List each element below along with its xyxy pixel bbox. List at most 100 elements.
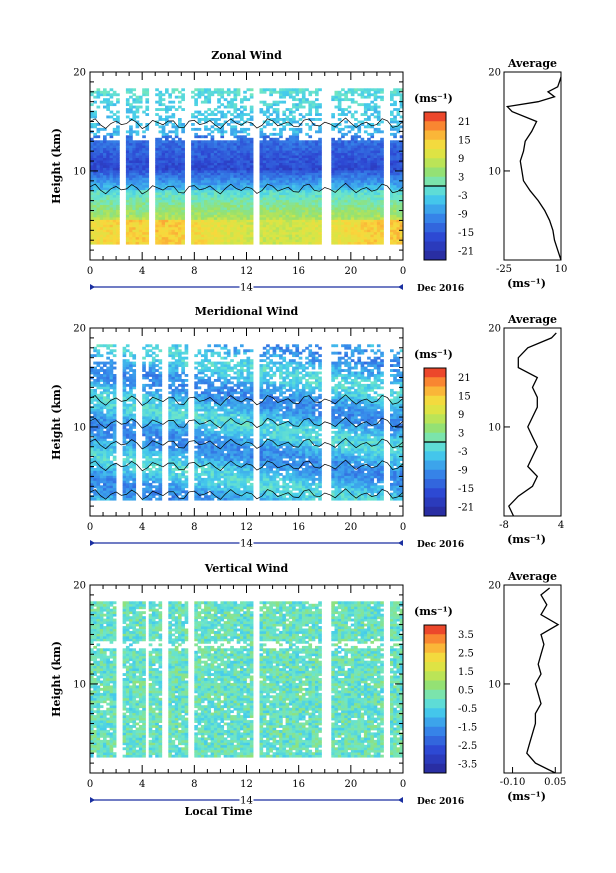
heatmap-cell (305, 182, 309, 186)
heatmap-cell (168, 135, 172, 139)
heatmap-cell (112, 174, 117, 178)
heatmap-cell (135, 192, 140, 196)
heatmap-cell (112, 458, 117, 461)
heatmap-cell (380, 239, 384, 243)
heatmap-cell (109, 142, 114, 146)
heatmap-cell (272, 212, 277, 215)
heatmap-cell (341, 113, 345, 116)
heatmap-cell (360, 113, 365, 116)
heatmap-cell (311, 229, 316, 233)
heatmap-cell (288, 157, 293, 161)
heatmap-cell (347, 165, 352, 168)
heatmap-cell (318, 105, 322, 109)
heatmap-cell (301, 224, 306, 228)
heatmap-cell (292, 118, 296, 121)
heatmap-cell (168, 229, 172, 233)
heatmap-cell (272, 150, 277, 154)
heatmap-cell (99, 383, 104, 387)
heatmap-cell (292, 229, 296, 233)
heatmap-cell (282, 152, 287, 156)
heatmap-cell (380, 137, 384, 141)
heatmap-cell (99, 453, 104, 457)
heatmap-cell (109, 170, 114, 173)
heatmap-cell (399, 184, 404, 188)
heatmap-cell (380, 221, 384, 225)
heatmap-cell (168, 155, 172, 158)
heatmap-cell (106, 212, 110, 215)
heatmap-cell (204, 125, 208, 129)
heatmap-cell (347, 231, 352, 235)
heatmap-cell (103, 231, 107, 235)
heatmap-cell (393, 179, 397, 183)
heatmap-cell (191, 127, 195, 131)
heatmap-cell (93, 174, 97, 178)
heatmap-cell (233, 179, 238, 183)
heatmap-cell (197, 155, 202, 158)
heatmap-cell (194, 127, 198, 131)
heatmap-cell (109, 411, 114, 414)
heatmap-cell (129, 182, 133, 186)
heatmap-cell (109, 147, 114, 151)
heatmap-cell (233, 155, 238, 158)
heatmap-cell (226, 167, 231, 171)
heatmap-cell (99, 236, 104, 240)
heatmap-cell (367, 229, 371, 233)
heatmap-cell (376, 177, 381, 181)
heatmap-cell (262, 172, 267, 176)
heatmap-cell (350, 189, 355, 193)
heatmap-cell (393, 182, 397, 186)
heatmap-cell (217, 93, 221, 97)
heatmap-cell (373, 209, 378, 213)
heatmap-cell (292, 152, 296, 156)
heatmap-cell (181, 197, 185, 201)
heatmap-cell (344, 194, 348, 198)
heatmap-cell (90, 204, 94, 208)
heatmap-cell (93, 468, 97, 471)
heatmap-cell (168, 239, 172, 243)
heatmap-cell (132, 226, 137, 230)
heatmap-cell (285, 179, 290, 183)
x-tick-label: 0 (400, 266, 406, 277)
heatmap-cell (145, 165, 150, 168)
heatmap-cell (334, 95, 339, 99)
heatmap-cell (90, 438, 94, 442)
heatmap-cell (106, 383, 110, 387)
heatmap-cell (103, 147, 107, 151)
heatmap-cell (390, 236, 394, 240)
heatmap-cell (396, 130, 401, 134)
heatmap-cell (259, 152, 264, 156)
heatmap-cell (350, 167, 355, 171)
heatmap-cell (99, 386, 104, 390)
heatmap-cell (178, 157, 182, 161)
heatmap-cell (357, 160, 362, 163)
heatmap-cell (331, 140, 335, 144)
heatmap-cell (262, 226, 267, 230)
heatmap-cell (334, 197, 339, 201)
heatmap-cell (135, 95, 140, 99)
heatmap-cell (288, 219, 293, 223)
heatmap-cell (129, 207, 133, 210)
heatmap-cell (344, 226, 348, 230)
heatmap-cell (376, 229, 381, 233)
heatmap-cell (357, 192, 362, 196)
heatmap-cell (200, 192, 205, 196)
heatmap-cell (125, 202, 130, 205)
heatmap-cell (210, 221, 215, 225)
heatmap-cell (233, 184, 238, 188)
heatmap-cell (116, 172, 120, 176)
heatmap-cell (331, 152, 335, 156)
heatmap-cell (145, 197, 150, 201)
heatmap-cell (249, 234, 254, 238)
heatmap-cell (145, 194, 150, 198)
heatmap-cell (272, 202, 277, 205)
heatmap-cell (217, 229, 221, 233)
heatmap-cell (197, 239, 202, 243)
heatmap-cell (165, 219, 169, 223)
heatmap-cell (282, 207, 287, 210)
heatmap-cell (230, 221, 234, 225)
heatmap-cell (96, 155, 101, 158)
heatmap-cell (125, 165, 130, 168)
heatmap-cell (125, 239, 130, 243)
heatmap-cell (262, 231, 267, 235)
heatmap-cell (174, 207, 179, 210)
